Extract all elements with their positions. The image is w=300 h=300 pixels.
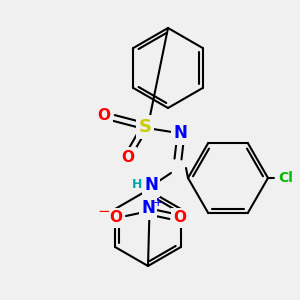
Text: N: N xyxy=(141,199,155,217)
Text: −: − xyxy=(98,203,110,218)
Text: O: O xyxy=(110,211,122,226)
Text: S: S xyxy=(139,118,152,136)
Text: O: O xyxy=(173,211,187,226)
Text: O: O xyxy=(98,109,110,124)
Text: O: O xyxy=(122,149,134,164)
Text: Cl: Cl xyxy=(279,171,293,185)
Text: H: H xyxy=(132,178,142,190)
Text: N: N xyxy=(144,176,158,194)
Text: +: + xyxy=(153,196,163,208)
Text: N: N xyxy=(173,124,187,142)
